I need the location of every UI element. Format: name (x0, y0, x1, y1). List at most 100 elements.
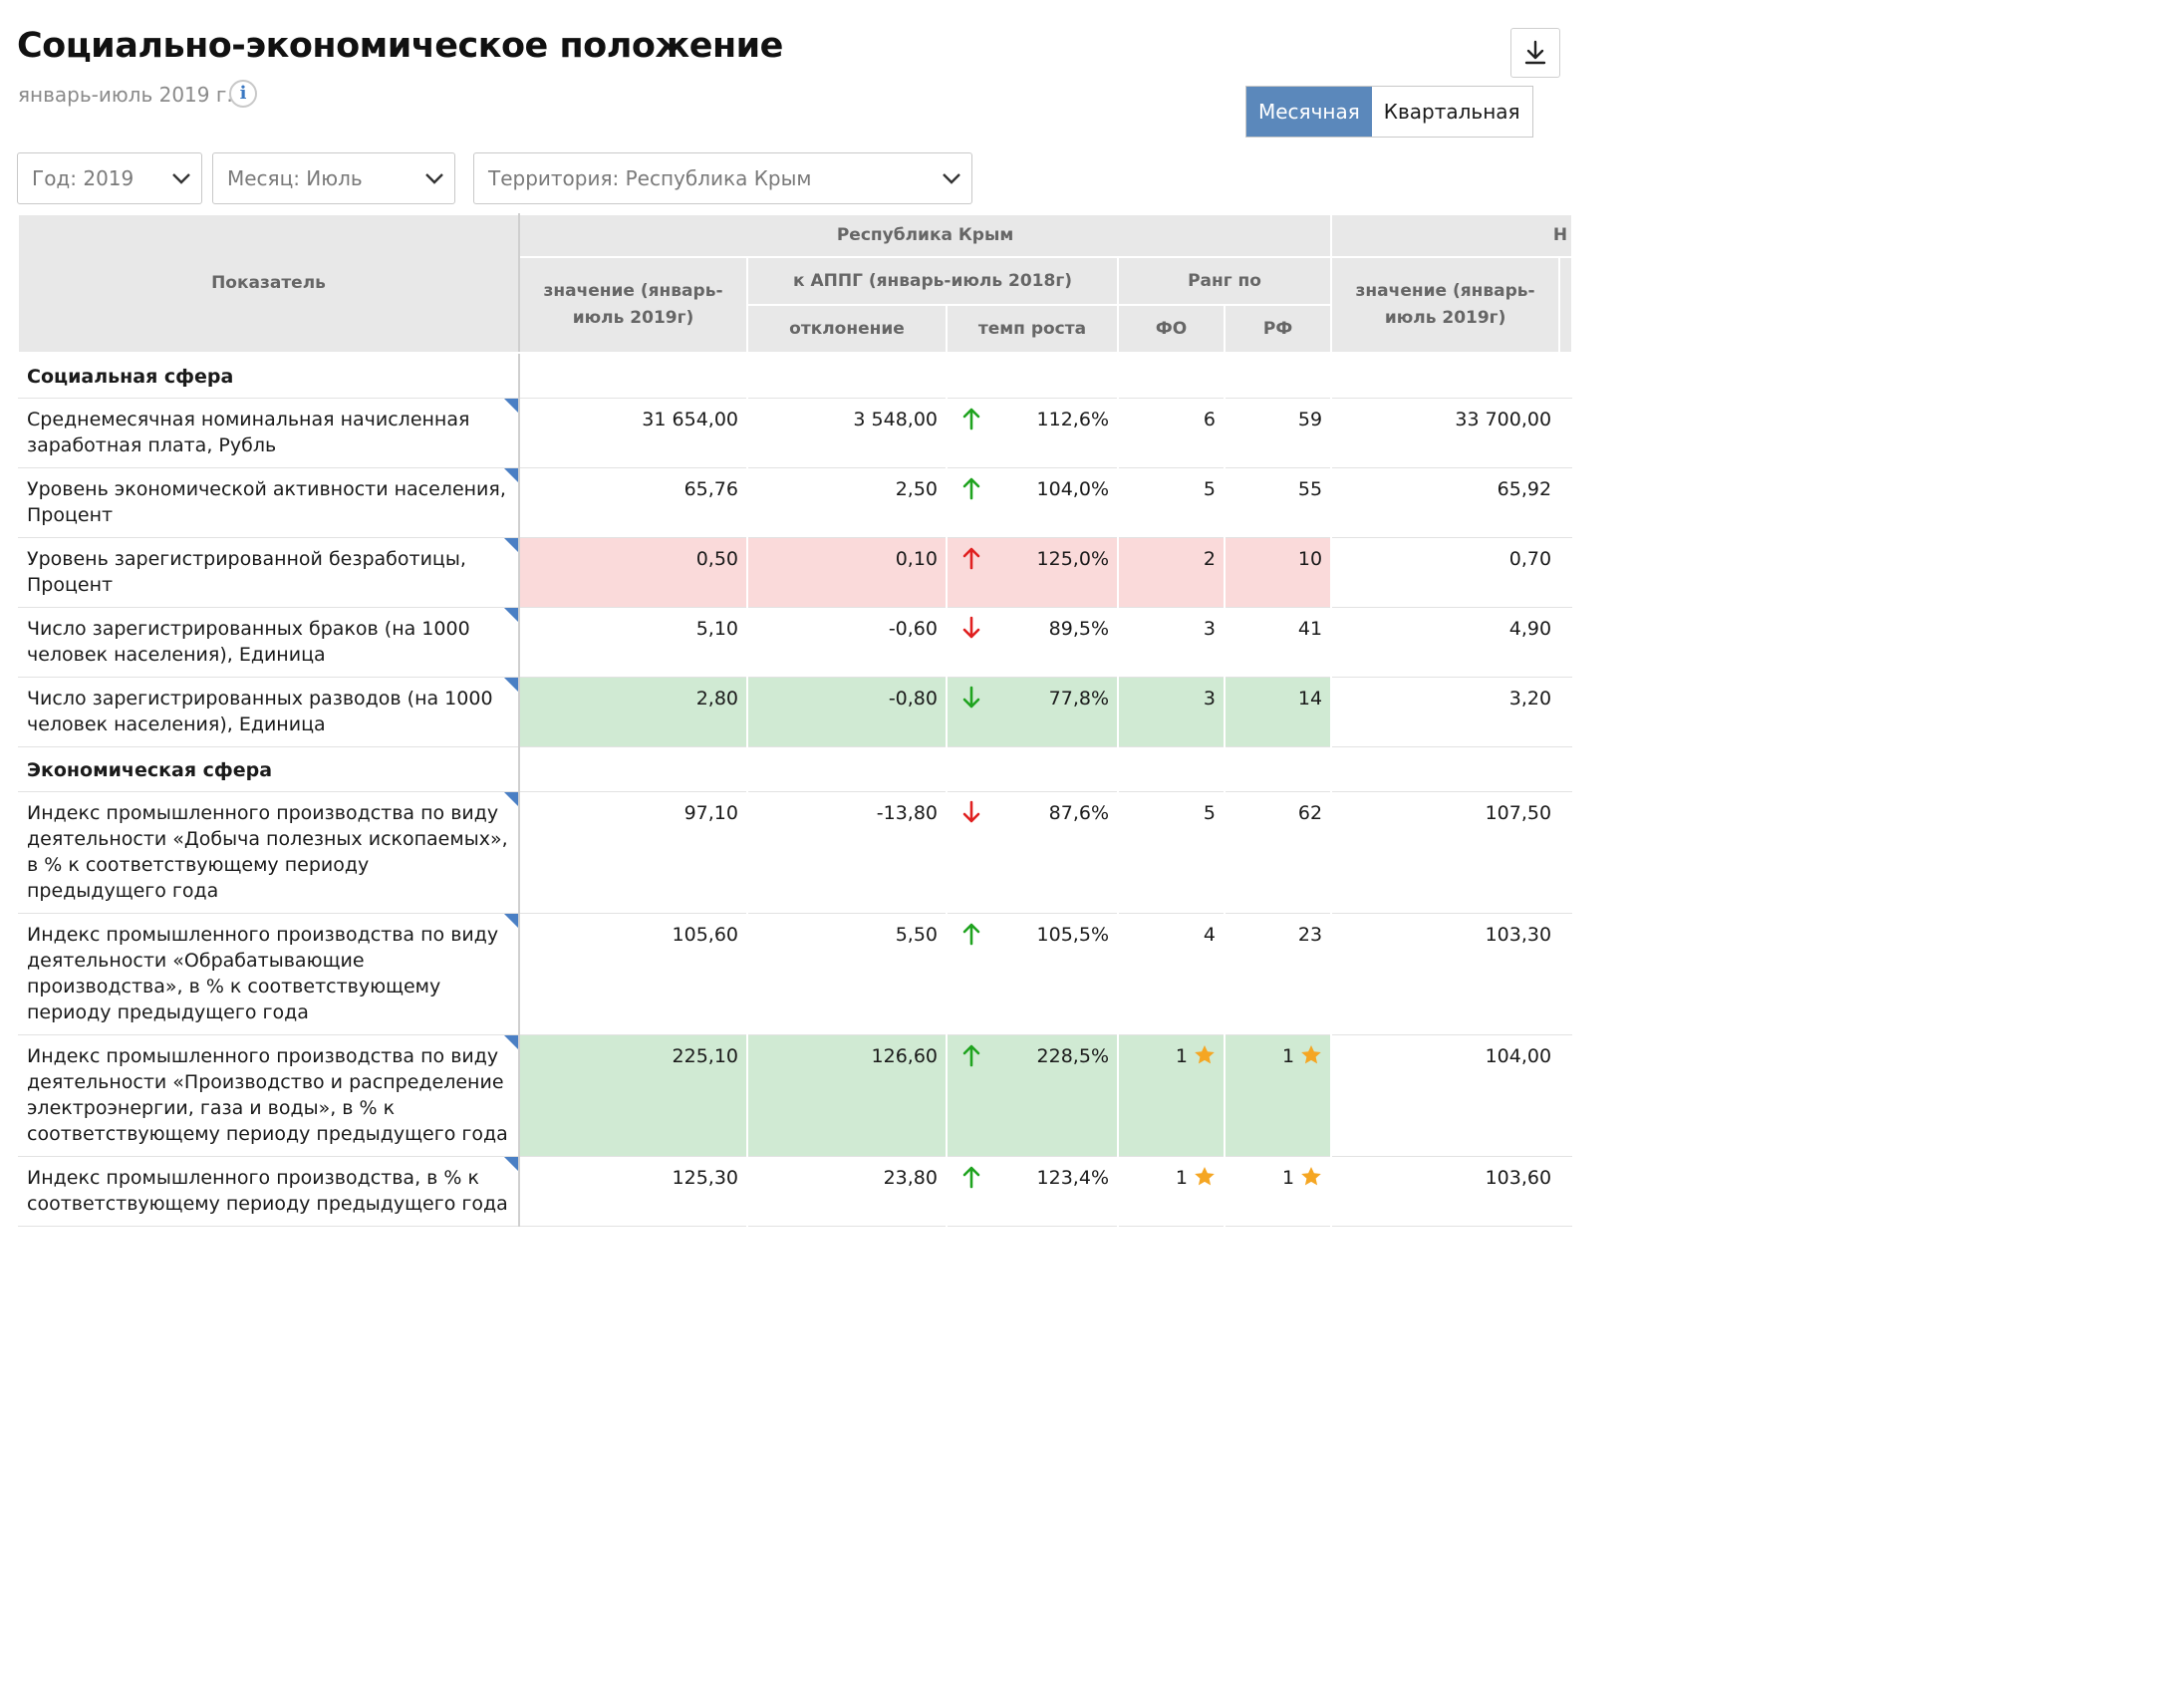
table-row[interactable]: Индекс промышленного производства по вид… (18, 1034, 1573, 1157)
growth-cell: 125,0% (996, 537, 1118, 608)
header-region-group-2: Н (1330, 213, 1574, 258)
header-value-2: значение (январь-июль 2019г) (1330, 256, 1561, 354)
info-icon[interactable]: i (229, 80, 257, 108)
header-next-col (1558, 256, 1574, 354)
arrow-up-icon (946, 537, 996, 608)
indicator-name[interactable]: Число зарегистрированных браков (на 1000… (18, 607, 520, 678)
deviation-cell: 126,60 (746, 1034, 947, 1157)
header-growth: темп роста (946, 304, 1119, 354)
month-select-value: Месяц: Июль (227, 166, 363, 190)
next-col-cell (1559, 398, 1573, 468)
growth-cell: 112,6% (996, 398, 1118, 468)
corner-marker-icon (504, 792, 517, 806)
table-row[interactable]: Уровень экономической активности населен… (18, 467, 1573, 538)
indicator-name[interactable]: Уровень зарегистрированной безработицы, … (18, 537, 520, 608)
deviation-cell: 3 548,00 (746, 398, 947, 468)
arrow-up-icon (946, 467, 996, 538)
chevron-down-icon (172, 173, 190, 184)
corner-marker-icon (504, 914, 517, 928)
section-row: Экономическая сфера (18, 746, 1573, 792)
arrow-down-icon (946, 791, 996, 914)
territory-select-value: Территория: Республика Крым (488, 166, 812, 190)
page-title: Социально-экономическое положение (17, 26, 783, 66)
territory-select[interactable]: Территория: Республика Крым (473, 152, 972, 204)
value-2-cell: 103,30 (1330, 913, 1560, 1035)
corner-marker-icon (504, 538, 517, 552)
header-appg-group: к АППГ (январь-июль 2018г) (746, 256, 1119, 306)
next-col-cell (1559, 791, 1573, 914)
next-col-cell (1559, 537, 1573, 608)
download-icon (1524, 40, 1546, 65)
next-col-cell (1559, 467, 1573, 538)
value-cell: 105,60 (519, 913, 747, 1035)
next-col-cell (1559, 1156, 1573, 1227)
value-2-cell: 4,90 (1330, 607, 1560, 678)
indicator-name[interactable]: Индекс промышленного производства по вид… (18, 913, 520, 1035)
header-indicator: Показатель (17, 213, 520, 354)
growth-cell: 104,0% (996, 467, 1118, 538)
section-title: Экономическая сфера (18, 746, 520, 792)
table-row[interactable]: Число зарегистрированных разводов (на 10… (18, 677, 1573, 747)
period-subtitle: январь-июль 2019 г. (18, 83, 233, 107)
download-button[interactable] (1510, 28, 1560, 78)
table-row[interactable]: Индекс промышленного производства по вид… (18, 791, 1573, 914)
period-toggle: Месячная Квартальная (1245, 86, 1533, 138)
rank-rf-cell: 1 (1223, 1156, 1332, 1227)
value-cell: 65,76 (519, 467, 747, 538)
header-rf: РФ (1223, 304, 1333, 354)
header-rank-group: Ранг по (1116, 256, 1333, 306)
indicator-name[interactable]: Число зарегистрированных разводов (на 10… (18, 677, 520, 747)
table-row[interactable]: Индекс промышленного производства по вид… (18, 913, 1573, 1035)
rank-fo-cell: 5 (1117, 791, 1225, 914)
rank-fo-cell: 2 (1117, 537, 1225, 608)
indicator-name[interactable]: Среднемесячная номинальная начисленная з… (18, 398, 520, 468)
corner-marker-icon (504, 468, 517, 482)
arrow-up-icon (946, 1156, 996, 1227)
rank-fo-cell: 6 (1117, 398, 1225, 468)
star-icon (1300, 1044, 1322, 1072)
corner-marker-icon (504, 1157, 517, 1171)
section-title: Социальная сфера (18, 353, 520, 399)
arrow-up-icon (946, 1034, 996, 1157)
rank-rf-cell: 10 (1223, 537, 1332, 608)
value-2-cell: 3,20 (1330, 677, 1560, 747)
value-cell: 125,30 (519, 1156, 747, 1227)
star-icon (1194, 1166, 1216, 1194)
indicator-name[interactable]: Индекс промышленного производства по вид… (18, 1034, 520, 1157)
month-select[interactable]: Месяц: Июль (212, 152, 455, 204)
growth-cell: 105,5% (996, 913, 1118, 1035)
rank-rf-cell: 1 (1223, 1034, 1332, 1157)
star-icon (1300, 1166, 1322, 1194)
indicator-name[interactable]: Уровень экономической активности населен… (18, 467, 520, 538)
toggle-quarterly[interactable]: Квартальная (1371, 87, 1532, 137)
table-row[interactable]: Уровень зарегистрированной безработицы, … (18, 537, 1573, 608)
header-fo: ФО (1117, 304, 1226, 354)
corner-marker-icon (504, 399, 517, 413)
value-2-cell: 0,70 (1330, 537, 1560, 608)
section-filler (519, 353, 1573, 399)
next-col-cell (1559, 1034, 1573, 1157)
table-row[interactable]: Число зарегистрированных браков (на 1000… (18, 607, 1573, 678)
rank-rf-cell: 41 (1223, 607, 1332, 678)
table-row[interactable]: Индекс промышленного производства, в % к… (18, 1156, 1573, 1227)
rank-rf-cell: 59 (1223, 398, 1332, 468)
rank-fo-cell: 1 (1117, 1034, 1225, 1157)
table-row[interactable]: Среднемесячная номинальная начисленная з… (18, 398, 1573, 468)
value-2-cell: 65,92 (1330, 467, 1560, 538)
growth-cell: 87,6% (996, 791, 1118, 914)
arrow-up-icon (946, 913, 996, 1035)
growth-cell: 123,4% (996, 1156, 1118, 1227)
chevron-down-icon (943, 173, 960, 184)
indicator-name[interactable]: Индекс промышленного производства по вид… (18, 791, 520, 914)
year-select-value: Год: 2019 (32, 166, 135, 190)
value-2-cell: 107,50 (1330, 791, 1560, 914)
indicators-table: Показатель Республика Крым Н значение (я… (17, 213, 1574, 1227)
next-col-cell (1559, 677, 1573, 747)
deviation-cell: 5,50 (746, 913, 947, 1035)
indicator-name[interactable]: Индекс промышленного производства, в % к… (18, 1156, 520, 1227)
toggle-monthly[interactable]: Месячная (1246, 87, 1372, 137)
deviation-cell: 2,50 (746, 467, 947, 538)
value-cell: 97,10 (519, 791, 747, 914)
section-filler (519, 746, 1573, 792)
year-select[interactable]: Год: 2019 (17, 152, 202, 204)
